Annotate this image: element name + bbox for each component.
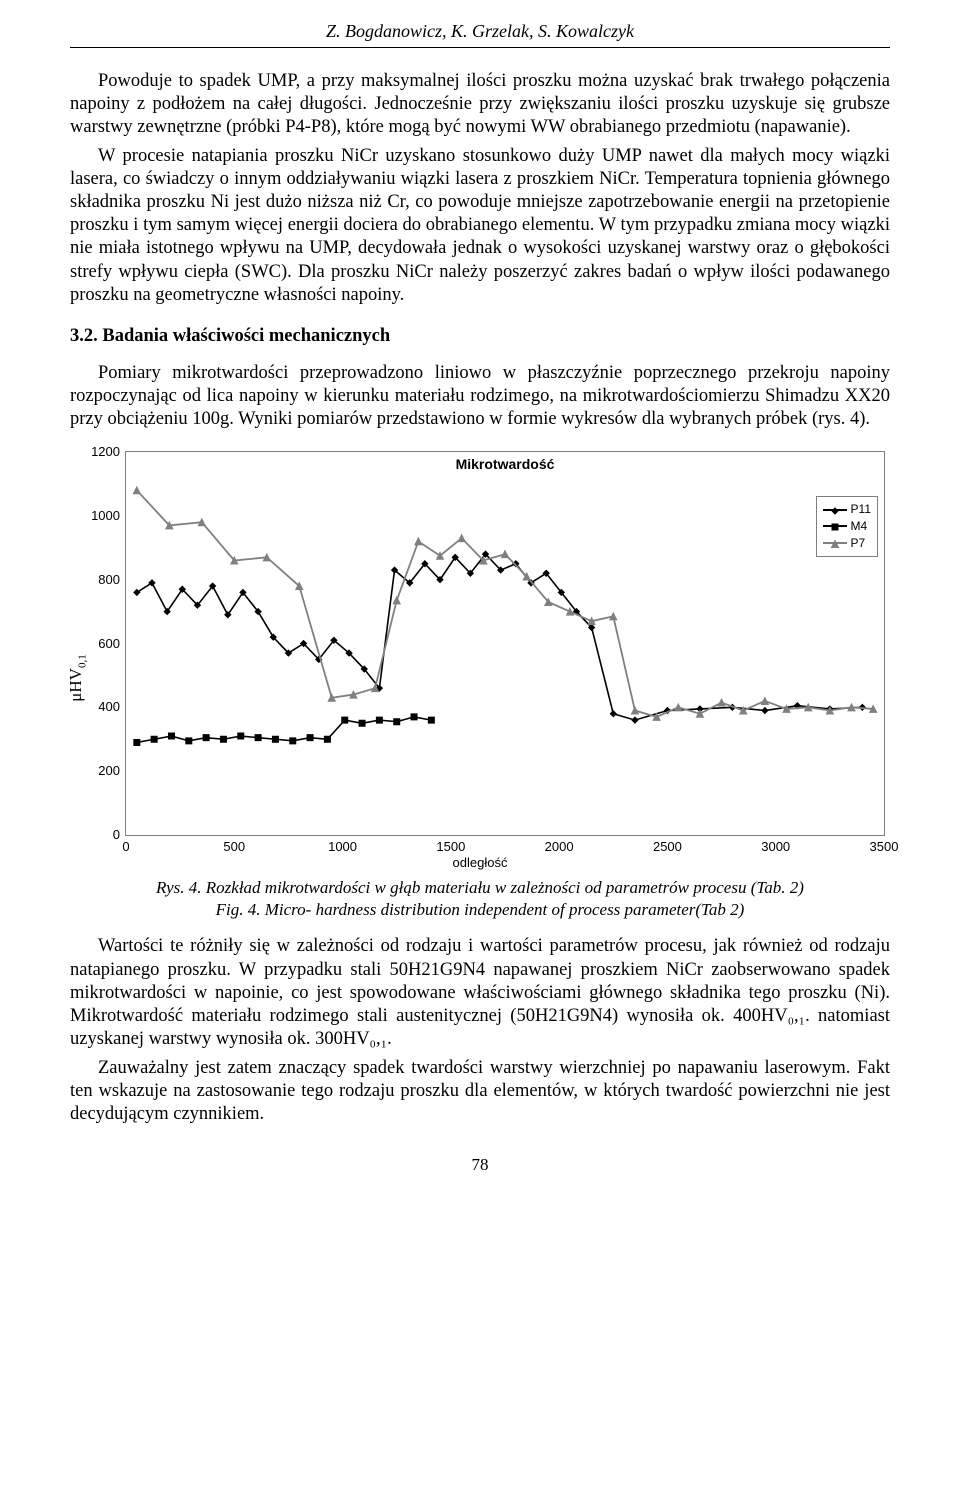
chart-svg [126,452,884,835]
page-number: 78 [70,1154,890,1175]
chart-series-marker-M4 [428,717,434,723]
chart-ytick-label: 200 [98,763,126,779]
section-3-2-title: 3.2. Badania właściwości mechanicznych [70,325,890,348]
paragraph-2: W procesie natapiania proszku NiCr uzysk… [70,145,890,307]
paragraph-4: Wartości te różniły się w zależności od … [70,935,890,1051]
chart-xtick-label: 1000 [328,835,357,855]
chart-series-marker-M4 [307,735,313,741]
chart-series-marker-P11 [762,708,768,714]
chart-series-line-M4 [137,717,432,743]
chart-series-marker-M4 [151,737,157,743]
chart-series-marker-P7 [415,538,422,545]
paragraph-3: Pomiary mikrotwardości przeprowadzono li… [70,362,890,431]
chart-series-marker-P7 [133,487,140,494]
chart-plot-area: Mikrotwardość P11M4P7 020040060080010001… [125,451,885,836]
chart-series-marker-M4 [290,738,296,744]
chart-series-marker-M4 [324,737,330,743]
chart-series-marker-M4 [272,737,278,743]
chart-series-marker-P11 [610,711,616,717]
chart-ylabel: μHV0,1 [65,654,90,701]
chart-ytick-label: 1000 [91,508,126,524]
chart-series-marker-M4 [376,717,382,723]
chart-series-marker-M4 [411,714,417,720]
chart-series-marker-M4 [394,719,400,725]
chart-ylabel-sub: 0,1 [77,654,89,668]
chart-ytick-label: 1200 [91,444,126,460]
chart-ytick-label: 800 [98,572,126,588]
chart-series-marker-M4 [203,735,209,741]
chart-xtick-label: 0 [122,835,129,855]
chart-series-marker-P7 [566,608,573,615]
chart-ytick-label: 400 [98,699,126,715]
chart-xtick-label: 1500 [436,835,465,855]
chart-series-line-P11 [137,554,863,720]
chart-xlabel: odległość [453,855,508,871]
chart-xtick-label: 2500 [653,835,682,855]
caption-line-2: Fig. 4. Micro- hardness distribution ind… [216,900,745,919]
chart-xtick-label: 500 [223,835,245,855]
chart-series-marker-P7 [458,535,465,542]
chart-ylabel-text: μHV [66,668,85,702]
hardness-chart: μHV0,1 Mikrotwardość P11M4P7 02004006008… [70,441,890,871]
chart-xtick-label: 3500 [870,835,899,855]
caption-line-1: Rys. 4. Rozkład mikrotwardości w głąb ma… [156,878,804,897]
chart-series-marker-M4 [186,738,192,744]
chart-ytick-label: 600 [98,636,126,652]
chart-series-marker-M4 [238,733,244,739]
chart-series-marker-M4 [342,717,348,723]
chart-xtick-label: 3000 [761,835,790,855]
paragraph-1: Powoduje to spadek UMP, a przy maksymaln… [70,70,890,139]
chart-series-marker-M4 [168,733,174,739]
chart-series-marker-M4 [359,721,365,727]
page: Z. Bogdanowicz, K. Grzelak, S. Kowalczyk… [0,0,960,1216]
figure-caption: Rys. 4. Rozkład mikrotwardości w głąb ma… [70,877,890,921]
chart-series-marker-P11 [632,717,638,723]
chart-xtick-label: 2000 [545,835,574,855]
paragraph-5: Zauważalny jest zatem znaczący spadek tw… [70,1057,890,1126]
chart-series-marker-M4 [134,740,140,746]
chart-series-line-P7 [137,491,873,718]
chart-series-marker-P7 [393,597,400,604]
chart-series-marker-M4 [220,737,226,743]
chart-series-marker-M4 [255,735,261,741]
page-header-authors: Z. Bogdanowicz, K. Grzelak, S. Kowalczyk [70,20,890,48]
